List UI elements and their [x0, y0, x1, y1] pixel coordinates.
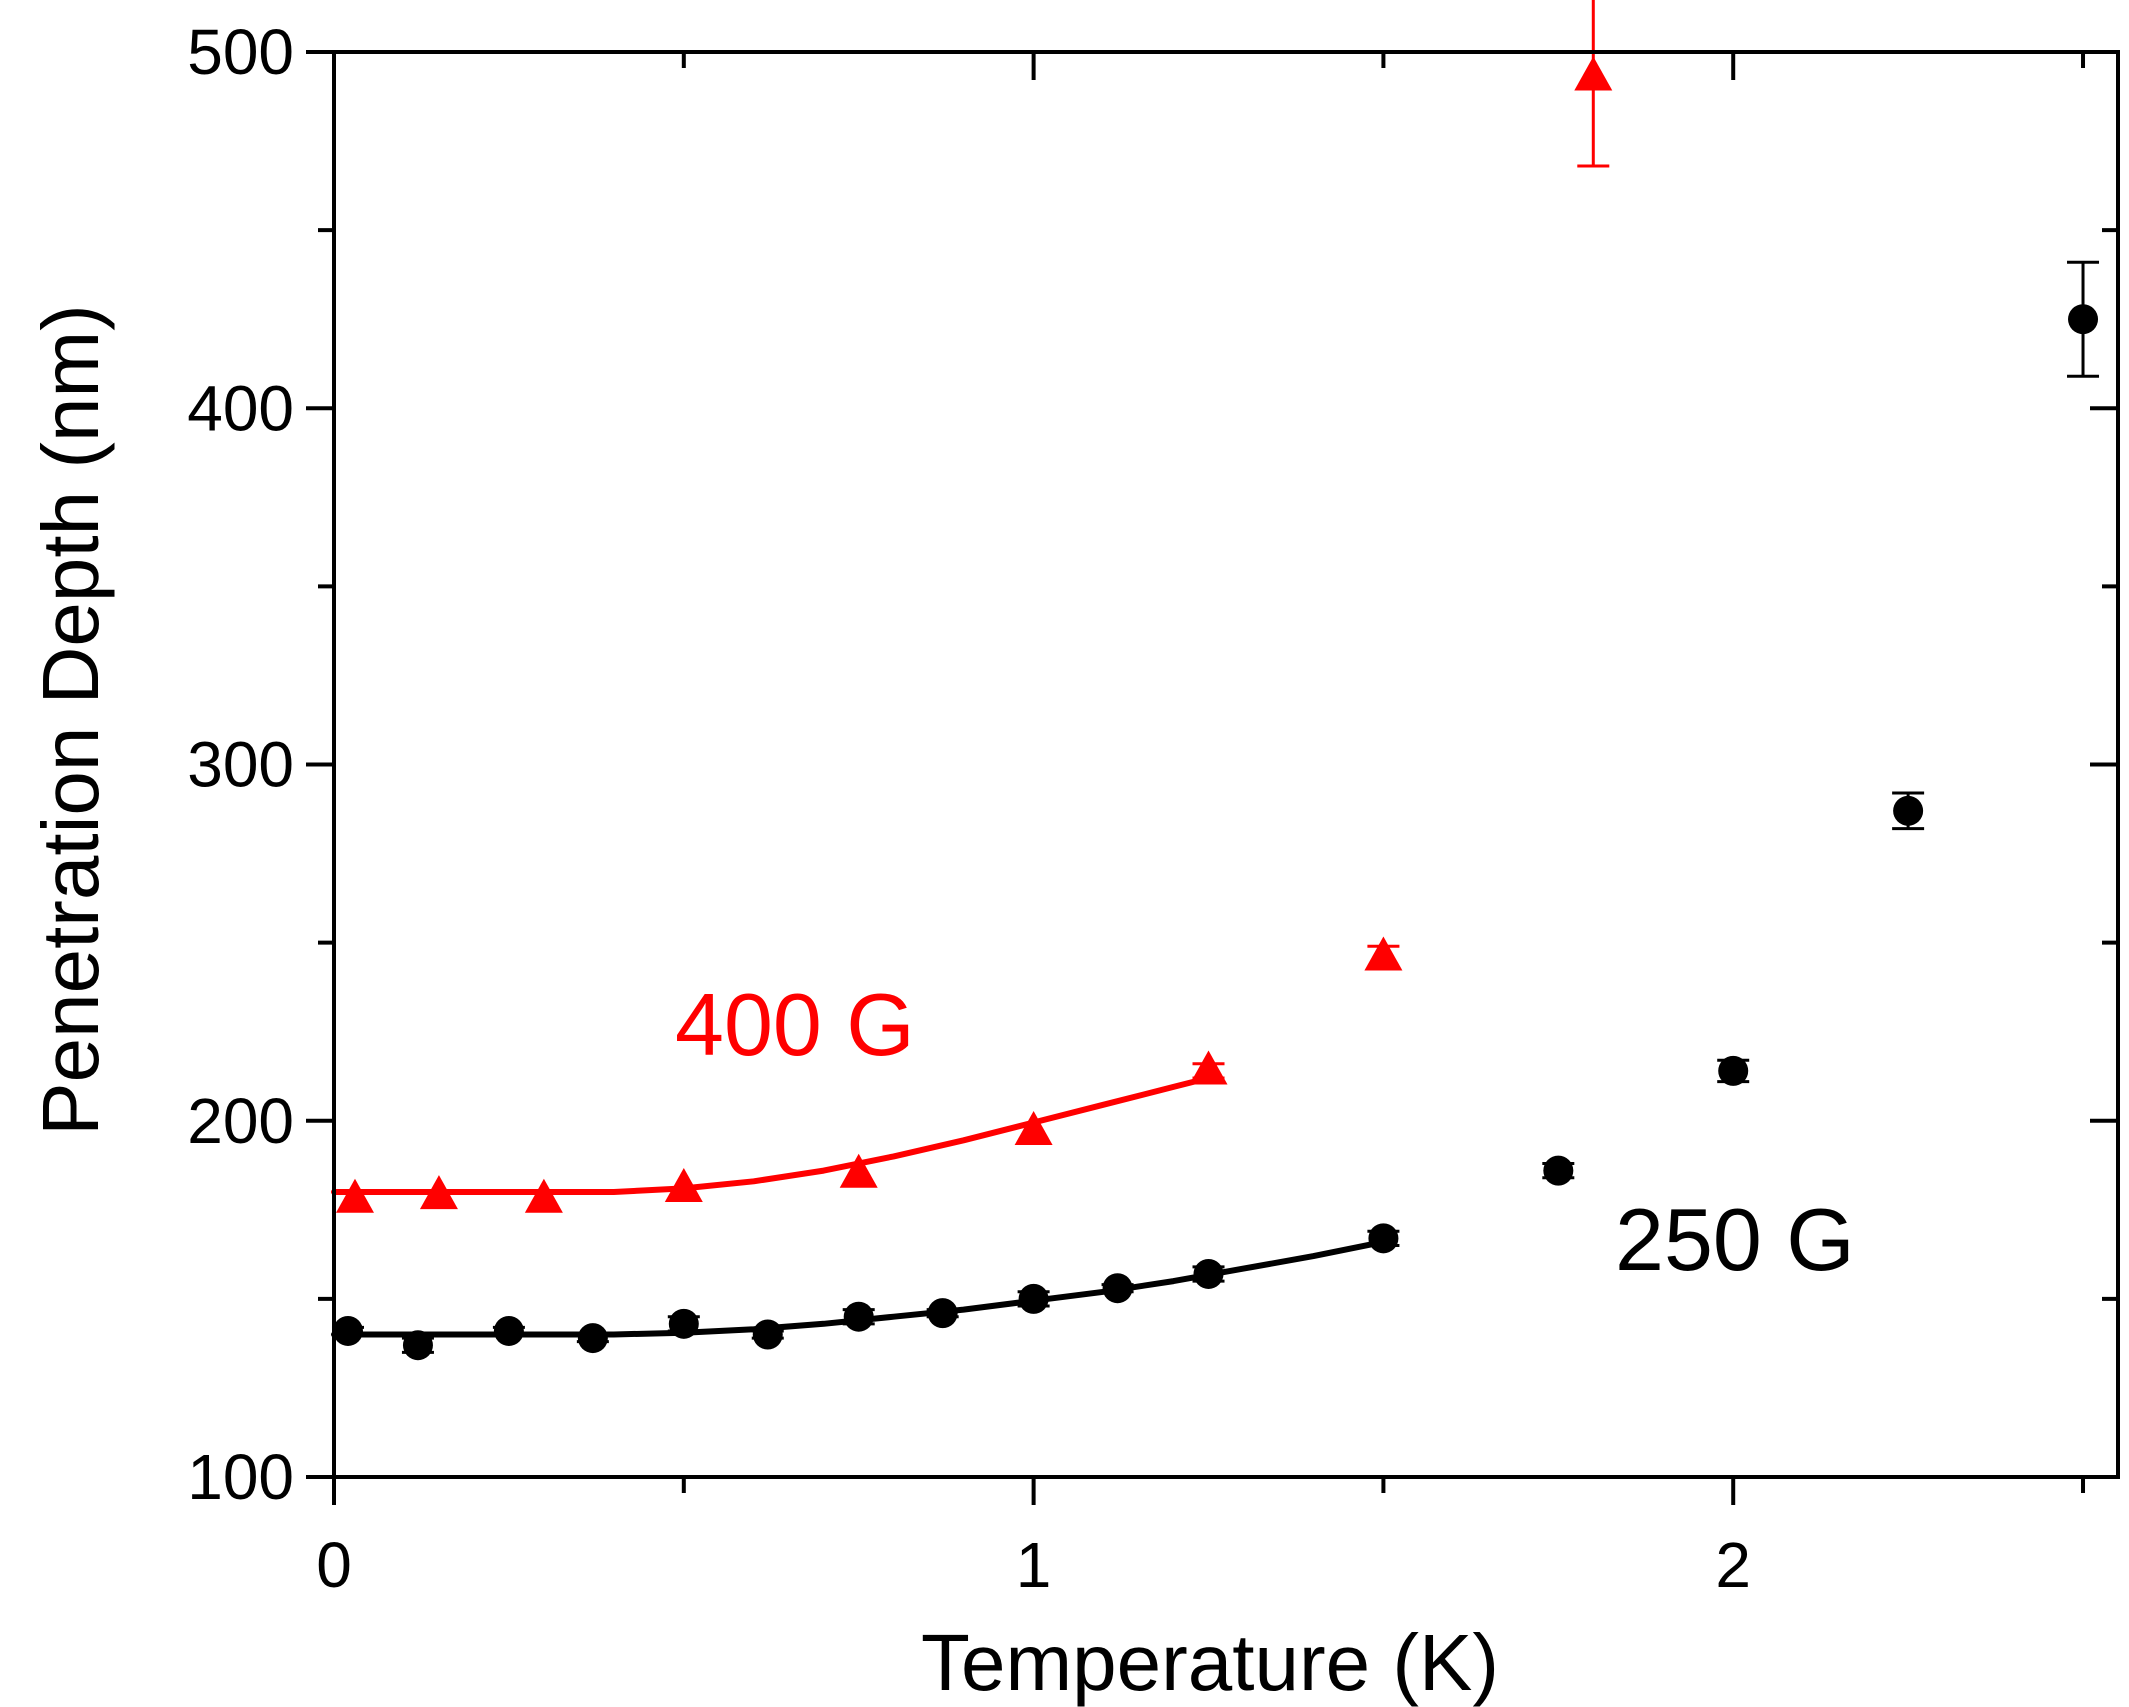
- data-point-400g: [524, 1178, 563, 1213]
- data-point-250g: [1368, 1223, 1399, 1254]
- data-point-250g: [1893, 795, 1924, 826]
- data-point-250g: [752, 1319, 783, 1350]
- data-point-400g: [839, 1153, 878, 1188]
- data-markers: [332, 56, 2099, 1361]
- data-point-400g: [1574, 56, 1613, 91]
- x-tick-label: 2: [1715, 1529, 1751, 1601]
- data-point-250g: [493, 1315, 524, 1346]
- data-point-250g: [1543, 1155, 1574, 1186]
- data-point-250g: [1718, 1055, 1749, 1086]
- y-tick-label: 100: [187, 1441, 294, 1513]
- y-tick-label: 400: [187, 372, 294, 444]
- data-point-250g: [843, 1301, 874, 1332]
- data-point-250g: [668, 1308, 699, 1339]
- fit-curve-400g: [331, 1075, 1212, 1195]
- error-bars: [331, 0, 2100, 1354]
- data-point-250g: [402, 1330, 433, 1361]
- data-point-400g: [1189, 1050, 1228, 1085]
- data-point-400g: [335, 1178, 374, 1213]
- data-point-400g: [664, 1168, 703, 1203]
- x-axis-title: Temperature (K): [921, 1618, 1499, 1707]
- fit-curves: [331, 1075, 1387, 1338]
- series-label-250g: 250 G: [1615, 1190, 1855, 1289]
- data-point-250g: [577, 1323, 608, 1354]
- data-point-400g: [419, 1175, 458, 1210]
- data-point-250g: [332, 1315, 363, 1346]
- axis-tick-labels: 0 1 2 100 200 300 400 500: [187, 16, 1751, 1601]
- y-tick-label: 300: [187, 729, 294, 801]
- data-point-250g: [2068, 304, 2099, 335]
- data-point-250g: [1193, 1258, 1224, 1289]
- data-point-250g: [927, 1298, 958, 1329]
- data-point-400g: [1364, 936, 1403, 971]
- x-tick-label: 0: [316, 1529, 352, 1601]
- data-point-400g: [1014, 1111, 1053, 1146]
- data-point-250g: [1018, 1283, 1049, 1314]
- data-point-250g: [1102, 1273, 1133, 1304]
- y-tick-label: 200: [187, 1085, 294, 1157]
- plot-area-frame: [332, 50, 2120, 1479]
- y-axis-title: Penetration Depth (nm): [26, 304, 115, 1136]
- x-tick-label: 1: [1016, 1529, 1052, 1601]
- y-tick-label: 500: [187, 16, 294, 88]
- series-label-400g: 400 G: [675, 975, 915, 1074]
